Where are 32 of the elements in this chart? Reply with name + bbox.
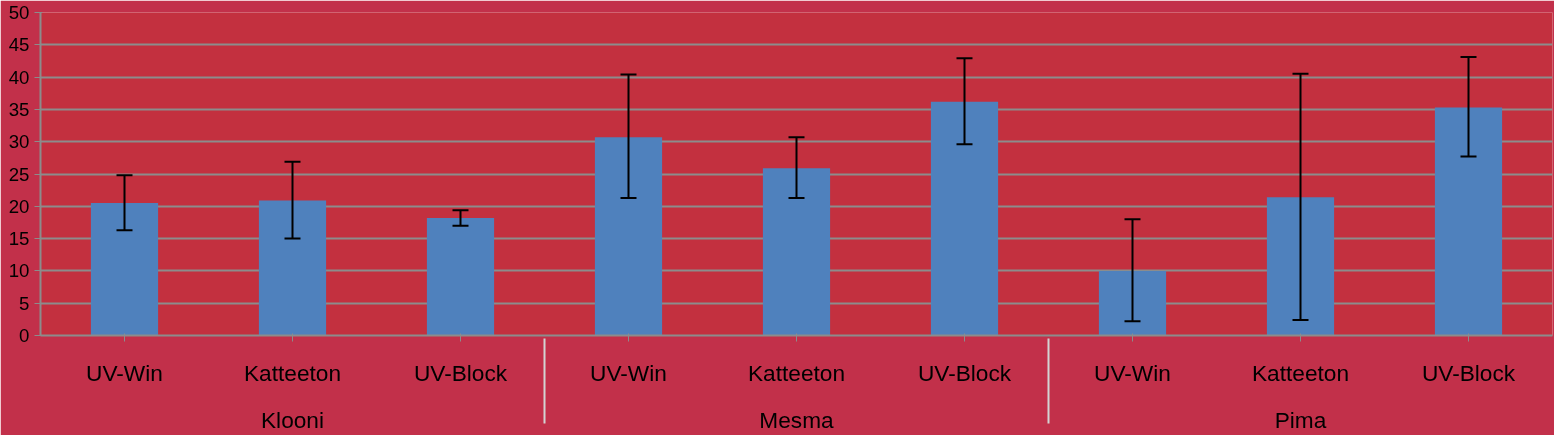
x-tick-label: UV-Block <box>1421 359 1516 386</box>
y-tick-label: 10 <box>8 260 30 282</box>
bar <box>1266 197 1335 336</box>
text: Pima <box>1274 406 1327 433</box>
y-tick-label: 25 <box>8 163 30 185</box>
bar <box>258 200 327 336</box>
y-tick-label: 5 <box>19 292 30 314</box>
bar <box>426 217 495 336</box>
text: Klooni <box>261 406 324 433</box>
y-tick-label: 30 <box>8 131 30 153</box>
bar <box>594 137 663 336</box>
x-tick-label: UV-Block <box>917 359 1012 386</box>
y-tick-label: 50 <box>8 2 30 23</box>
x-tick-label: Katteeton <box>244 359 341 386</box>
bar <box>930 101 999 336</box>
x-tick-label: Katteeton <box>1252 359 1349 386</box>
x-tick-label: UV-Win <box>86 359 163 386</box>
x-tick-label: UV-Block <box>413 359 508 386</box>
bar <box>1434 107 1503 336</box>
y-tick-label: 0 <box>19 325 30 346</box>
bar <box>762 168 831 336</box>
y-tick-label: 35 <box>8 98 30 120</box>
bar <box>90 203 159 336</box>
x-tick-label: Katteeton <box>748 359 845 386</box>
x-tick-label: UV-Win <box>590 359 667 386</box>
y-tick-label: 20 <box>8 195 30 217</box>
text: Mesma <box>759 406 835 433</box>
bar <box>1098 270 1167 336</box>
y-tick-label: 40 <box>8 66 30 88</box>
x-tick-label: UV-Win <box>1094 359 1171 386</box>
y-tick-label: 15 <box>8 228 30 250</box>
y-tick-label: 45 <box>8 34 30 56</box>
